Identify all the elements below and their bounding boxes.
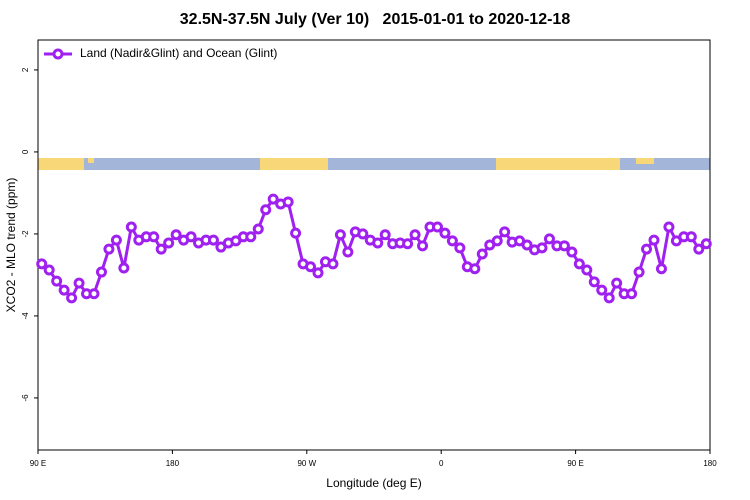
- data-point: [588, 276, 600, 288]
- data-point: [402, 238, 414, 250]
- y-axis-label: XCO2 - MLO trend (ppm): [4, 178, 18, 313]
- x-tick-label: 0: [439, 459, 444, 468]
- data-point: [536, 242, 548, 254]
- data-point: [73, 277, 85, 289]
- data-point: [543, 233, 555, 245]
- data-point: [88, 288, 100, 300]
- x-axis-label: Longitude (deg E): [326, 476, 421, 490]
- data-point: [260, 204, 272, 216]
- data-point: [685, 231, 697, 243]
- data-point: [103, 243, 115, 255]
- data-point: [431, 221, 443, 233]
- x-tick-label: 180: [166, 459, 180, 468]
- data-point: [641, 243, 653, 255]
- data-point: [409, 229, 421, 241]
- data-point: [379, 229, 391, 241]
- chart-title: 32.5N-37.5N July (Ver 10) 2015-01-01 to …: [180, 11, 571, 28]
- data-point: [521, 239, 533, 251]
- data-point: [357, 228, 369, 240]
- y-tick-label: 0: [21, 149, 30, 154]
- y-tick-label: -2: [21, 230, 30, 238]
- data-point: [36, 258, 48, 270]
- data-point: [573, 258, 585, 270]
- data-point: [491, 235, 503, 247]
- y-tick-label: 2: [21, 67, 30, 72]
- x-tick-label: 180: [703, 459, 717, 468]
- data-point: [312, 267, 324, 279]
- data-point: [43, 264, 55, 276]
- data-point: [118, 262, 130, 274]
- land-band: [496, 158, 620, 170]
- data-point: [611, 277, 623, 289]
- data-point: [655, 263, 667, 275]
- data-point: [581, 264, 593, 276]
- data-point: [446, 235, 458, 247]
- data-point: [603, 292, 615, 304]
- data-point: [626, 288, 638, 300]
- land-ocean-strip: [38, 158, 710, 170]
- land-band: [260, 158, 328, 170]
- data-point: [566, 246, 578, 258]
- data-point: [305, 261, 317, 273]
- data-point: [372, 237, 384, 249]
- data-point: [110, 234, 122, 246]
- legend-label: Land (Nadir&Glint) and Ocean (Glint): [80, 46, 277, 60]
- data-point: [155, 243, 167, 255]
- data-point: [454, 242, 466, 254]
- data-point: [476, 248, 488, 260]
- data-point: [163, 237, 175, 249]
- data-point: [417, 240, 429, 252]
- data-point: [342, 246, 354, 258]
- data-point: [170, 229, 182, 241]
- data-point: [252, 223, 264, 235]
- data-point: [290, 227, 302, 239]
- data-point: [700, 238, 712, 250]
- data-point: [282, 196, 294, 208]
- data-point: [51, 275, 63, 287]
- data-point: [596, 284, 608, 296]
- data-point: [469, 263, 481, 275]
- data-point: [633, 266, 645, 278]
- data-point: [693, 243, 705, 255]
- data-point: [148, 231, 160, 243]
- x-tick-label: 90 E: [567, 459, 583, 468]
- data-point: [327, 258, 339, 270]
- y-tick-label: -4: [21, 312, 30, 320]
- data-point: [648, 234, 660, 246]
- data-point: [245, 231, 257, 243]
- data-point: [125, 221, 137, 233]
- y-tick-label: -6: [21, 394, 30, 402]
- land-band: [636, 158, 654, 164]
- data-point: [499, 226, 511, 238]
- data-point: [663, 221, 675, 233]
- data-point: [334, 229, 346, 241]
- x-tick-label: 90 W: [297, 459, 316, 468]
- data-point: [207, 234, 219, 246]
- data-point: [185, 231, 197, 243]
- land-band: [38, 158, 84, 170]
- data-point: [439, 227, 451, 239]
- data-point: [58, 284, 70, 296]
- series-line: [40, 197, 708, 301]
- data-point: [66, 292, 78, 304]
- x-tick-label: 90 E: [30, 459, 46, 468]
- legend-marker: [52, 48, 64, 60]
- data-point: [558, 240, 570, 252]
- data-point: [267, 193, 279, 205]
- data-point: [95, 266, 107, 278]
- land-band: [88, 158, 94, 163]
